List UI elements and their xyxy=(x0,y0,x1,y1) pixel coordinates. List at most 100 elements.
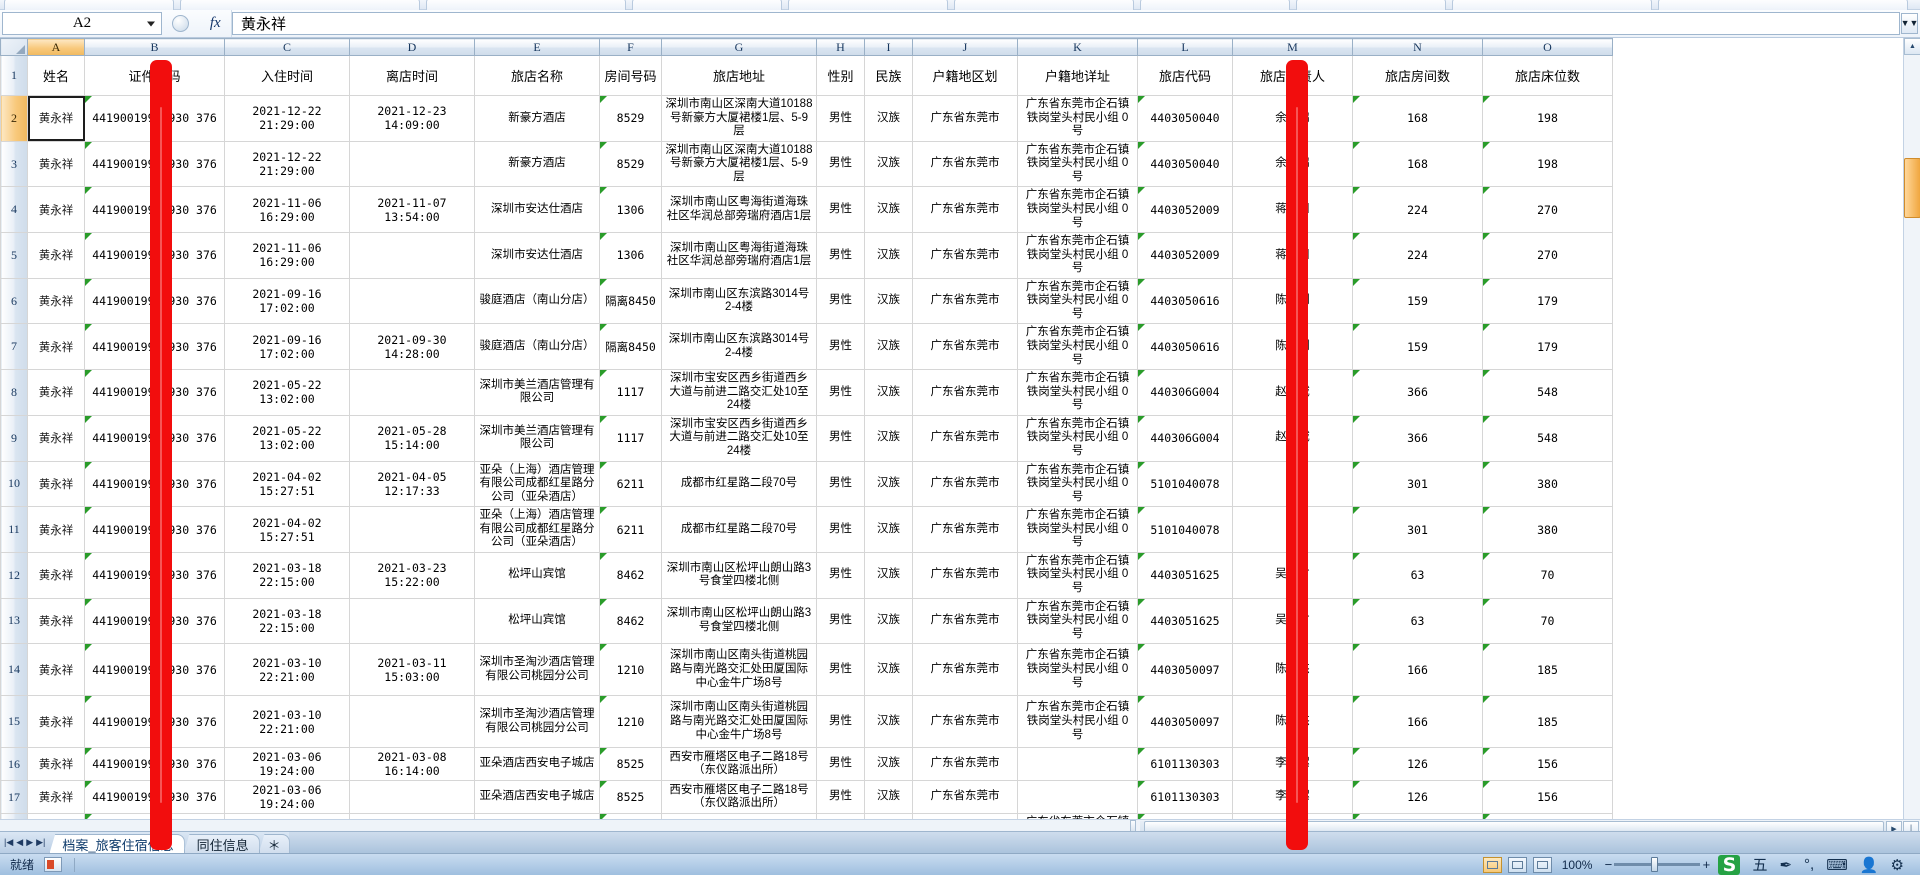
cell-checkout[interactable]: 2021-03-08 16:14:00 xyxy=(350,748,475,781)
column-header-H[interactable]: H xyxy=(817,39,865,56)
cell-hotel-code[interactable]: 4403050616 xyxy=(1138,324,1233,370)
cell-hotel[interactable]: 松坪山宾馆 xyxy=(475,598,600,644)
cell-hotel-addr[interactable]: 深圳市宝安区西乡街道西乡大道与前进二路交汇处10至24楼 xyxy=(662,415,817,461)
cell-ethnic[interactable]: 汉族 xyxy=(865,696,913,748)
cell-room[interactable]: 8529 xyxy=(600,96,662,142)
user-icon[interactable]: 👤 xyxy=(1860,856,1879,874)
cell-hukou-addr[interactable]: 广东省东莞市企石镇铁岗堂头村民小组 0号 xyxy=(1018,644,1138,696)
cell-hukou-region[interactable]: 广东省东莞市 xyxy=(913,370,1018,416)
cell-room[interactable]: 隔离8450 xyxy=(600,278,662,324)
cell-beds[interactable]: 185 xyxy=(1483,696,1613,748)
cell-hotel[interactable]: 亚朵酒店西安电子城店 xyxy=(475,748,600,781)
cell-ethnic[interactable]: 汉族 xyxy=(865,324,913,370)
cell-ethnic[interactable]: 汉族 xyxy=(865,507,913,553)
cell-checkin[interactable]: 2021-03-18 22:15:00 xyxy=(225,552,350,598)
cell-gender[interactable]: 男性 xyxy=(817,507,865,553)
keyboard-icon[interactable]: ⌨ xyxy=(1826,856,1848,874)
cell-ethnic[interactable]: 汉族 xyxy=(865,278,913,324)
column-header-A[interactable]: A xyxy=(28,39,85,56)
row-header-7[interactable]: 7 xyxy=(1,324,28,370)
cell-ethnic[interactable]: 汉族 xyxy=(865,748,913,781)
cell-rooms[interactable]: 168 xyxy=(1353,96,1483,142)
cell-rooms[interactable]: 224 xyxy=(1353,187,1483,233)
cell-ethnic[interactable]: 汉族 xyxy=(865,370,913,416)
cell-hukou-addr[interactable] xyxy=(1018,781,1138,814)
cell-hotel-addr[interactable]: 深圳市南山区东滨路3014号2-4楼 xyxy=(662,324,817,370)
row-header-12[interactable]: 12 xyxy=(1,552,28,598)
cell-hukou-region[interactable]: 广东省东莞市 xyxy=(913,233,1018,279)
formula-input[interactable]: 黄永祥 xyxy=(232,12,1900,35)
cell-beds[interactable]: 380 xyxy=(1483,461,1613,507)
cell-name[interactable]: 黄永祥 xyxy=(28,507,85,553)
cell-checkin[interactable]: 2021-03-18 22:15:00 xyxy=(225,598,350,644)
cell-name[interactable]: 黄永祥 xyxy=(28,141,85,187)
cell-hotel[interactable]: 亚朵（上海）酒店管理有限公司成都红星路分公司（亚朵酒店） xyxy=(475,461,600,507)
cell-hukou-addr[interactable]: 广东省东莞市企石镇铁岗堂头村民小组 0号 xyxy=(1018,507,1138,553)
cell-name[interactable]: 黄永祥 xyxy=(28,96,85,142)
cell-gender[interactable]: 男性 xyxy=(817,781,865,814)
cell-hotel-addr[interactable]: 深圳市南山区东滨路3014号2-4楼 xyxy=(662,278,817,324)
cell-rooms[interactable]: 63 xyxy=(1353,598,1483,644)
cell-name[interactable]: 黄永祥 xyxy=(28,552,85,598)
spreadsheet-grid[interactable]: A B C D E F G H I J K L M N O 1姓名证件号码入住时… xyxy=(0,38,1920,836)
cell-checkout[interactable] xyxy=(350,141,475,187)
cell-hotel-addr[interactable]: 深圳市宝安区西乡街道西乡大道与前进二路交汇处10至24楼 xyxy=(662,370,817,416)
cell-hukou-region[interactable]: 广东省东莞市 xyxy=(913,324,1018,370)
column-header-I[interactable]: I xyxy=(865,39,913,56)
insert-function-circle-icon[interactable] xyxy=(172,15,189,32)
cell-checkout[interactable]: 2021-09-30 14:28:00 xyxy=(350,324,475,370)
cell-gender[interactable]: 男性 xyxy=(817,748,865,781)
cell-hotel[interactable]: 亚朵（上海）酒店管理有限公司成都红星路分公司（亚朵酒店） xyxy=(475,507,600,553)
punctuation-icon[interactable]: °, xyxy=(1804,856,1814,873)
cell-hotel-code[interactable]: 4403052009 xyxy=(1138,233,1233,279)
column-header-O[interactable]: O xyxy=(1483,39,1613,56)
cell-hotel-addr[interactable]: 深圳市南山区深南大道10188号新豪方大厦裙楼1层、5-9层 xyxy=(662,141,817,187)
cell-checkin[interactable]: 2021-03-10 22:21:00 xyxy=(225,644,350,696)
sheet-tab-tongzhu[interactable]: 同住信息 xyxy=(184,834,260,854)
cell-room[interactable]: 8529 xyxy=(600,141,662,187)
pen-icon[interactable]: ✒ xyxy=(1779,856,1792,874)
cell-hotel-code[interactable]: 4403050040 xyxy=(1138,96,1233,142)
cell-gender[interactable]: 男性 xyxy=(817,644,865,696)
cell-hukou-region[interactable]: 广东省东莞市 xyxy=(913,748,1018,781)
insert-sheet-button[interactable]: ＊ xyxy=(259,834,290,854)
normal-view-button[interactable] xyxy=(1483,857,1502,873)
cell-hukou-region[interactable]: 广东省东莞市 xyxy=(913,696,1018,748)
cell-room[interactable]: 1117 xyxy=(600,415,662,461)
cell-hotel-code[interactable]: 6101130303 xyxy=(1138,781,1233,814)
cell-beds[interactable]: 548 xyxy=(1483,415,1613,461)
column-header-F[interactable]: F xyxy=(600,39,662,56)
chevron-down-icon[interactable] xyxy=(147,21,155,26)
cell-hukou-addr[interactable]: 广东省东莞市企石镇铁岗堂头村民小组 0号 xyxy=(1018,461,1138,507)
cell-hotel[interactable]: 深圳市美兰酒店管理有限公司 xyxy=(475,415,600,461)
cell-hukou-addr[interactable]: 广东省东莞市企石镇铁岗堂头村民小组 0号 xyxy=(1018,415,1138,461)
function-icon[interactable]: fx xyxy=(210,15,221,32)
cell-hotel[interactable]: 新豪方酒店 xyxy=(475,141,600,187)
cell-ethnic[interactable]: 汉族 xyxy=(865,141,913,187)
zoom-slider[interactable]: − + xyxy=(1602,857,1712,872)
cell-hotel-code[interactable]: 5101040078 xyxy=(1138,461,1233,507)
cell-name[interactable]: 黄永祥 xyxy=(28,781,85,814)
cell-ethnic[interactable]: 汉族 xyxy=(865,598,913,644)
vertical-scrollbar[interactable]: ▲ ▼ xyxy=(1903,38,1920,836)
cell-checkout[interactable] xyxy=(350,370,475,416)
row-header-6[interactable]: 6 xyxy=(1,278,28,324)
cell-beds[interactable]: 185 xyxy=(1483,644,1613,696)
cell-hukou-addr[interactable]: 广东省东莞市企石镇铁岗堂头村民小组 0号 xyxy=(1018,696,1138,748)
cell-room[interactable]: 8462 xyxy=(600,552,662,598)
name-box[interactable]: A2 xyxy=(2,12,162,35)
row-header-2[interactable]: 2 xyxy=(1,96,28,142)
row-header-9[interactable]: 9 xyxy=(1,415,28,461)
cell-hukou-region[interactable]: 广东省东莞市 xyxy=(913,141,1018,187)
chinese-mode-icon[interactable]: 五 xyxy=(1752,854,1767,875)
cell-rooms[interactable]: 126 xyxy=(1353,748,1483,781)
cell-hukou-addr[interactable]: 广东省东莞市企石镇铁岗堂头村民小组 0号 xyxy=(1018,324,1138,370)
cell-name[interactable]: 黄永祥 xyxy=(28,278,85,324)
cell-gender[interactable]: 男性 xyxy=(817,461,865,507)
cell-name[interactable]: 黄永祥 xyxy=(28,598,85,644)
row-header-1[interactable]: 1 xyxy=(1,56,28,96)
